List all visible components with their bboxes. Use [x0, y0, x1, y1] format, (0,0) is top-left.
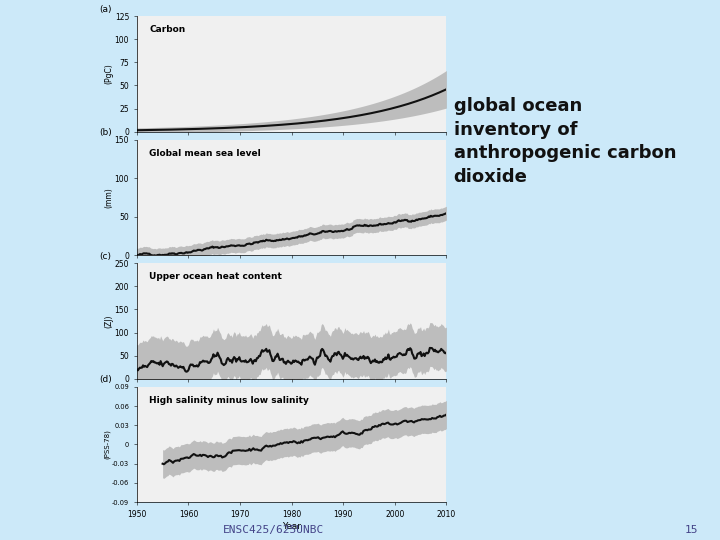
Text: (d): (d) [99, 375, 112, 384]
Text: 15: 15 [685, 524, 698, 535]
X-axis label: Year: Year [282, 522, 301, 531]
Y-axis label: (PgC): (PgC) [104, 64, 113, 84]
Text: (c): (c) [99, 252, 112, 261]
Text: High salinity minus low salinity: High salinity minus low salinity [149, 396, 309, 405]
Y-axis label: (ZJ): (ZJ) [104, 314, 113, 328]
Text: global ocean
inventory of
anthropogenic carbon
dioxide: global ocean inventory of anthropogenic … [454, 97, 676, 186]
Text: (b): (b) [99, 129, 112, 137]
Text: Carbon: Carbon [149, 25, 186, 35]
Y-axis label: (mm): (mm) [104, 187, 113, 208]
Text: Upper ocean heat content: Upper ocean heat content [149, 273, 282, 281]
Text: Global mean sea level: Global mean sea level [149, 149, 261, 158]
Y-axis label: (PSS-78): (PSS-78) [104, 429, 111, 460]
Text: ENSC425/625UNBC: ENSC425/625UNBC [223, 524, 324, 535]
Text: (a): (a) [99, 5, 112, 14]
